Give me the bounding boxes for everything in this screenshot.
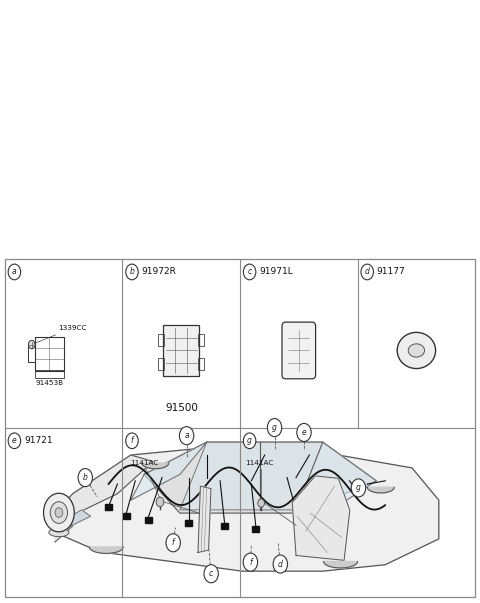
- Circle shape: [126, 264, 138, 280]
- Polygon shape: [55, 513, 73, 542]
- Polygon shape: [60, 510, 91, 529]
- Circle shape: [243, 264, 256, 280]
- Bar: [252, 526, 259, 532]
- Polygon shape: [142, 463, 169, 469]
- Text: 91500: 91500: [166, 403, 199, 413]
- FancyBboxPatch shape: [163, 324, 200, 376]
- Circle shape: [204, 564, 218, 582]
- Circle shape: [126, 433, 138, 449]
- Circle shape: [166, 534, 180, 552]
- Text: e: e: [301, 428, 306, 437]
- Polygon shape: [180, 442, 323, 510]
- Circle shape: [297, 423, 311, 441]
- Text: d: d: [365, 268, 370, 276]
- Bar: [5, 259, 475, 597]
- Polygon shape: [324, 561, 358, 568]
- Bar: [123, 513, 130, 519]
- Text: g: g: [272, 423, 277, 432]
- Polygon shape: [296, 442, 376, 510]
- Ellipse shape: [397, 332, 435, 368]
- Text: c: c: [248, 268, 252, 276]
- Circle shape: [44, 493, 74, 532]
- Text: 91971L: 91971L: [259, 268, 293, 276]
- Polygon shape: [144, 442, 376, 513]
- Text: a: a: [184, 431, 189, 440]
- FancyBboxPatch shape: [282, 322, 316, 379]
- Text: 1339CC: 1339CC: [34, 325, 86, 344]
- Text: d: d: [278, 560, 283, 569]
- Polygon shape: [131, 442, 207, 500]
- Text: c: c: [209, 569, 213, 578]
- Circle shape: [180, 427, 194, 444]
- Text: 1141AC: 1141AC: [245, 460, 273, 466]
- Circle shape: [267, 418, 282, 437]
- Bar: [221, 523, 228, 529]
- Text: g: g: [247, 437, 252, 445]
- Circle shape: [258, 499, 264, 507]
- Polygon shape: [89, 547, 123, 554]
- Text: a: a: [12, 268, 17, 276]
- Text: f: f: [172, 538, 175, 548]
- Circle shape: [273, 555, 288, 573]
- Text: 1141AC: 1141AC: [131, 460, 159, 466]
- Circle shape: [243, 433, 256, 449]
- Circle shape: [361, 264, 373, 280]
- Text: e: e: [12, 437, 17, 445]
- Ellipse shape: [49, 528, 69, 537]
- Text: b: b: [83, 473, 88, 482]
- Text: f: f: [131, 437, 133, 445]
- Polygon shape: [367, 487, 394, 493]
- Text: 91972R: 91972R: [142, 268, 177, 276]
- Circle shape: [50, 502, 68, 523]
- Text: 91177: 91177: [377, 268, 406, 276]
- Text: b: b: [130, 268, 134, 276]
- Text: f: f: [249, 558, 252, 567]
- Polygon shape: [55, 455, 153, 520]
- Circle shape: [8, 433, 21, 449]
- Circle shape: [156, 497, 164, 507]
- Text: 91721: 91721: [24, 437, 53, 445]
- Bar: [145, 517, 152, 523]
- Polygon shape: [55, 442, 439, 571]
- Bar: [105, 504, 112, 510]
- Text: 91453B: 91453B: [35, 380, 63, 386]
- Bar: [185, 520, 192, 526]
- Circle shape: [8, 264, 21, 280]
- Circle shape: [243, 553, 258, 571]
- Polygon shape: [198, 486, 211, 552]
- Circle shape: [55, 508, 63, 517]
- Ellipse shape: [408, 344, 424, 357]
- Text: g: g: [356, 484, 361, 493]
- Circle shape: [351, 479, 366, 497]
- Circle shape: [28, 340, 35, 349]
- Polygon shape: [292, 476, 350, 560]
- Circle shape: [78, 469, 93, 487]
